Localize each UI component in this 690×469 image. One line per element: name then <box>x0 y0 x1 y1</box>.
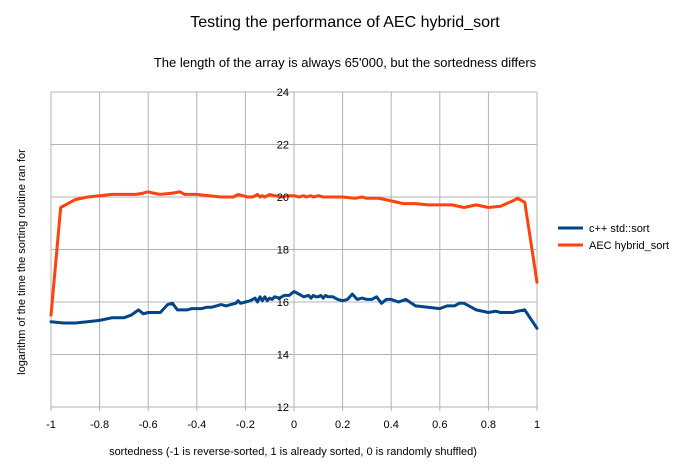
x-tick-label: 0.2 <box>335 419 350 431</box>
legend-label: c++ std::sort <box>589 223 650 235</box>
x-tick-label: 1 <box>534 419 540 431</box>
y-tick-label: 12 <box>277 402 289 414</box>
x-tick-label: -1 <box>46 419 56 431</box>
y-tick-label: 22 <box>277 140 289 152</box>
x-tick-label: -0.2 <box>236 419 255 431</box>
series-line-1 <box>49 290 539 330</box>
x-tick-label: 0.8 <box>481 419 496 431</box>
x-tick-label: 0.4 <box>384 419 399 431</box>
y-tick-label: 18 <box>277 245 289 257</box>
axes <box>50 91 538 411</box>
series-line-2 <box>49 190 539 317</box>
y-tick-label: 20 <box>277 192 289 204</box>
y-tick-label: 24 <box>277 87 289 99</box>
tick-labels: -1 -0.8 -0.6 -0.4 -0.2 0 0.2 0.4 0.6 0.8 1 12 14 16 18… <box>46 87 540 431</box>
x-tick-label: -0.8 <box>90 419 109 431</box>
y-tick-label: 14 <box>277 350 289 362</box>
y-tick-label: 16 <box>277 297 289 309</box>
x-tick-label: -0.4 <box>187 419 206 431</box>
x-axis-label: sortedness (-1 is reverse-sorted, 1 is a… <box>109 446 477 458</box>
series-layer <box>49 190 539 330</box>
x-tick-label: 0.6 <box>432 419 447 431</box>
x-tick-label: 0 <box>291 419 297 431</box>
x-tick-label: -0.6 <box>139 419 158 431</box>
y-axis-label: logarithm of the time the sorting routin… <box>16 149 28 375</box>
chart-title: Testing the performance of AEC hybrid_so… <box>190 14 500 31</box>
chart-subtitle: The length of the array is always 65'000… <box>154 55 537 70</box>
legend-label: AEC hybrid_sort <box>589 240 669 252</box>
